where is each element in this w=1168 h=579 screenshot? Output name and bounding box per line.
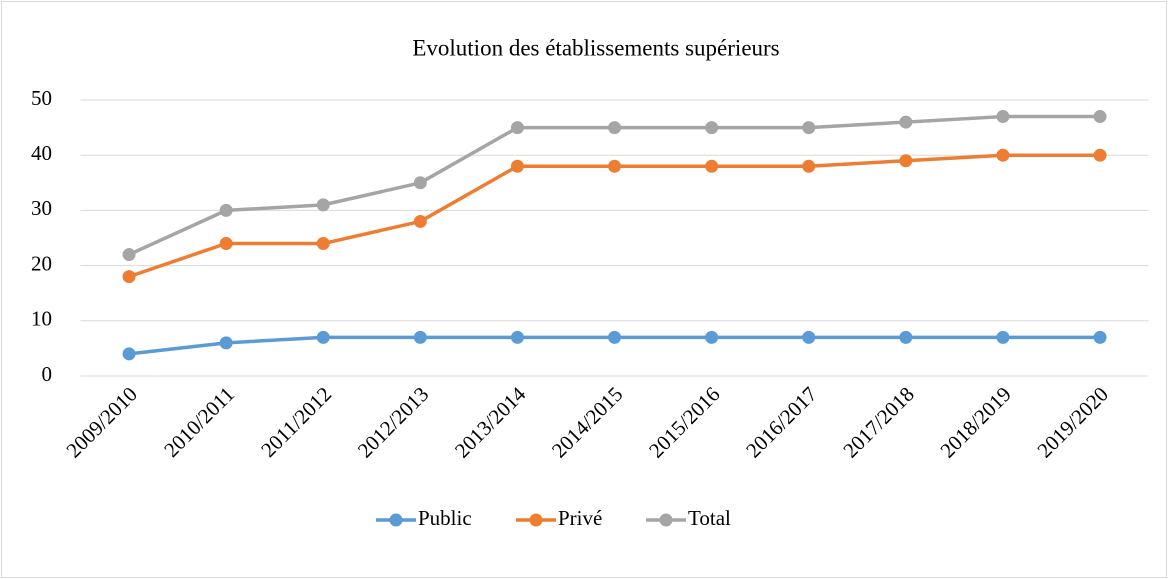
data-point — [1093, 110, 1107, 124]
data-point — [413, 176, 427, 190]
legend-label: Privé — [558, 506, 602, 530]
y-tick-label: 50 — [31, 86, 52, 110]
data-point — [996, 148, 1010, 162]
legend-marker — [529, 513, 543, 527]
data-point — [316, 330, 330, 344]
data-point — [316, 198, 330, 212]
data-point — [608, 159, 622, 173]
y-tick-label: 40 — [31, 141, 52, 165]
data-point — [608, 330, 622, 344]
data-point — [996, 330, 1010, 344]
data-point — [705, 330, 719, 344]
legend-label: Total — [688, 506, 731, 530]
data-point — [413, 330, 427, 344]
data-point — [802, 159, 816, 173]
data-point — [899, 154, 913, 168]
legend-label: Public — [418, 506, 472, 530]
data-point — [608, 121, 622, 135]
data-point — [899, 115, 913, 129]
legend-marker — [659, 513, 673, 527]
data-point — [705, 121, 719, 135]
y-tick-label: 0 — [42, 362, 53, 386]
data-point — [510, 330, 524, 344]
data-point — [802, 330, 816, 344]
chart-title: Evolution des établissements supérieurs — [412, 35, 779, 60]
data-point — [316, 237, 330, 251]
data-point — [219, 237, 233, 251]
data-point — [802, 121, 816, 135]
data-point — [122, 248, 136, 262]
data-point — [1093, 330, 1107, 344]
data-point — [996, 110, 1010, 124]
data-point — [413, 214, 427, 228]
data-point — [899, 330, 913, 344]
data-point — [122, 270, 136, 284]
data-point — [510, 159, 524, 173]
y-tick-label: 30 — [31, 196, 52, 220]
data-point — [1093, 148, 1107, 162]
data-point — [122, 347, 136, 361]
y-tick-label: 10 — [31, 307, 52, 331]
y-tick-label: 20 — [31, 251, 52, 275]
data-point — [705, 159, 719, 173]
data-point — [510, 121, 524, 135]
data-point — [219, 203, 233, 217]
data-point — [219, 336, 233, 350]
legend-marker — [389, 513, 403, 527]
